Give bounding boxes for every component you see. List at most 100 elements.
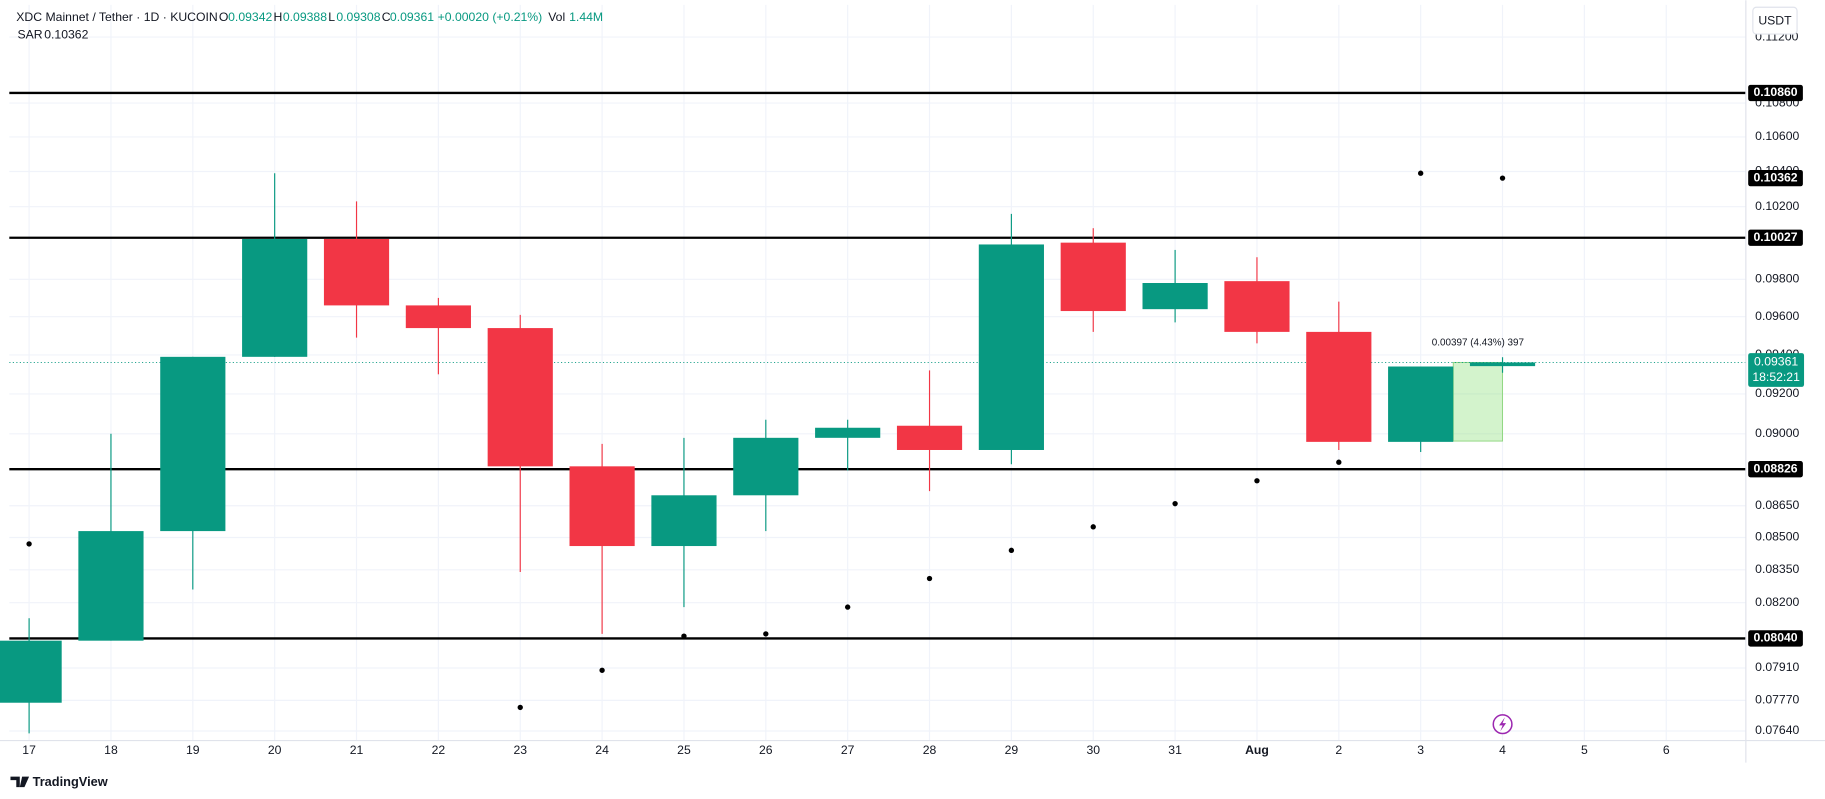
indicator-name: SAR <box>17 27 42 41</box>
sar-dot <box>763 631 769 637</box>
x-tick-label: 27 <box>841 743 855 757</box>
level-tag <box>1748 229 1803 246</box>
price-tag <box>1748 353 1805 387</box>
sar-dot <box>1008 547 1015 554</box>
y-tick-label: 0.07640 <box>1755 723 1799 737</box>
x-tick-label: 24 <box>595 743 609 757</box>
sar-label: 0.10362 <box>1753 170 1797 184</box>
x-tick-label: 5 <box>1581 743 1588 757</box>
candle-body <box>651 495 717 547</box>
sar-dot <box>599 667 605 673</box>
candle-body <box>487 328 553 467</box>
close-value: 0.09361 <box>390 10 434 24</box>
brand[interactable]: TradingView <box>10 774 108 789</box>
level-label: 0.08826 <box>1753 461 1797 475</box>
currency[interactable]: USDT <box>1758 13 1792 27</box>
volume-label: Vol <box>548 10 565 24</box>
x-tick-label: 28 <box>923 743 937 757</box>
countdown: 18:52:21 <box>1752 370 1800 384</box>
candle-body <box>405 305 471 329</box>
candle-body <box>1142 283 1208 310</box>
open-label: O <box>219 10 229 24</box>
y-tick-label: 0.08500 <box>1755 530 1799 544</box>
volume-value: 1.44M <box>569 10 603 24</box>
candle-body <box>160 356 226 532</box>
candle-body <box>1469 362 1536 367</box>
measure-label: 0.00397 (4.43%) 397 <box>1432 337 1524 348</box>
sar-dot <box>1499 175 1506 181</box>
low-label: L <box>328 10 335 24</box>
open-value: 0.09342 <box>228 10 272 24</box>
sar-dot <box>1090 524 1096 530</box>
candle-body <box>78 531 144 641</box>
level-tag <box>1748 461 1803 478</box>
x-tick-label: 3 <box>1417 743 1424 757</box>
x-tick-label: Aug <box>1245 743 1269 757</box>
x-tick-label: 22 <box>432 743 446 757</box>
sar-dot <box>681 633 687 639</box>
y-tick-label: 0.10200 <box>1755 199 1799 213</box>
sar-tag <box>1748 169 1803 187</box>
high-label: H <box>274 10 283 24</box>
x-tick-label: 21 <box>350 743 364 757</box>
x-tick-label: 25 <box>677 743 691 757</box>
sar-dot <box>926 575 933 582</box>
measure-box <box>1452 361 1503 442</box>
candle-body <box>733 437 799 496</box>
y-tick-label: 0.08350 <box>1755 562 1799 576</box>
sar-dot <box>517 704 523 711</box>
high-value: 0.09388 <box>283 10 327 24</box>
candle-body <box>1060 242 1126 312</box>
sar-dot <box>1336 459 1342 465</box>
lightning-icon[interactable] <box>1492 714 1513 735</box>
level-label: 0.08040 <box>1753 631 1797 645</box>
candle-body <box>242 239 308 357</box>
candle-body <box>0 640 62 703</box>
sar-dot <box>844 604 851 610</box>
candle-body <box>978 244 1044 450</box>
indicator-value: 0.10362 <box>44 27 88 41</box>
price-label: 0.09361 <box>1754 355 1798 369</box>
level-tag <box>1748 630 1803 647</box>
x-tick-label: 17 <box>22 743 36 757</box>
y-tick-label: 0.09200 <box>1755 386 1799 400</box>
x-tick-label: 4 <box>1499 743 1506 757</box>
candle-body <box>323 239 390 306</box>
y-tick-label: 0.08650 <box>1755 498 1799 512</box>
x-tick-label: 23 <box>513 743 527 757</box>
y-tick-label: 0.10600 <box>1755 129 1799 143</box>
y-tick-label: 0.08200 <box>1755 595 1799 609</box>
sar-dot <box>1417 170 1424 176</box>
x-tick-label: 29 <box>1005 743 1019 757</box>
x-tick-label: 18 <box>104 743 118 757</box>
sar-dot <box>1254 478 1260 484</box>
y-tick-label: 0.07910 <box>1755 660 1799 674</box>
y-tick-label: 0.09600 <box>1755 309 1799 323</box>
header: XDC Mainnet / Tether · 1D · KUCOIN O 0.0… <box>16 10 603 41</box>
x-tick-label: 26 <box>759 743 773 757</box>
brand-name[interactable]: TradingView <box>33 774 108 789</box>
y-tick-label: 0.07770 <box>1755 693 1799 707</box>
sar-dot <box>26 541 32 547</box>
close-label: C <box>382 10 391 24</box>
candle-body <box>569 466 635 547</box>
level-label: 0.10860 <box>1753 85 1797 99</box>
x-tick-label: 20 <box>268 743 282 757</box>
candle-body <box>896 425 963 450</box>
level-label: 0.10027 <box>1753 230 1797 244</box>
sar-dot <box>1172 500 1178 507</box>
plot: 0.00397 (4.43%) 397 <box>0 91 1746 734</box>
level-tag <box>1748 84 1803 102</box>
candle-body <box>1224 281 1290 332</box>
x-tick-label: 19 <box>186 743 200 757</box>
candle-body <box>815 427 881 438</box>
y-tick-label: 0.09000 <box>1755 426 1799 440</box>
x-tick-label: 30 <box>1086 743 1100 757</box>
chart-title: XDC Mainnet / Tether · 1D · KUCOIN <box>16 10 217 24</box>
currency-box[interactable] <box>1752 6 1798 35</box>
change: +0.00020 (+0.21%) <box>438 10 543 24</box>
x-tick-label: 31 <box>1168 743 1182 757</box>
